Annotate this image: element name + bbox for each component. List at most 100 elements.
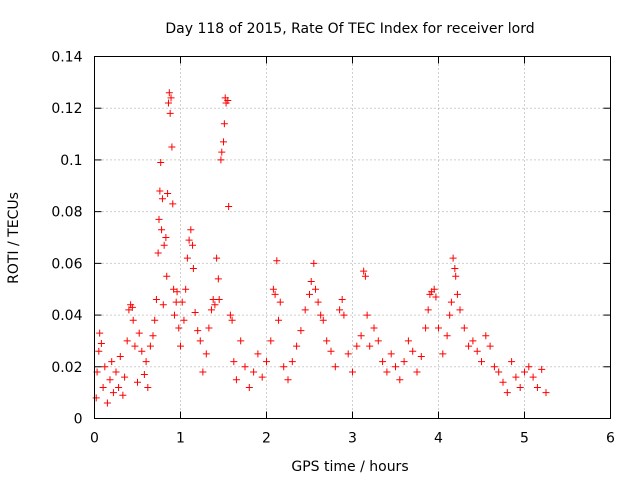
data-point [185,236,193,244]
data-point [187,226,195,234]
data-point [92,394,100,402]
data-point [379,358,387,366]
data-point [338,296,346,304]
data-point [149,332,157,340]
data-point [417,352,425,360]
data-point [131,342,139,350]
data-point [180,316,188,324]
data-point [508,358,516,366]
data-point [349,368,356,376]
y-tick-label: 0.04 [51,308,82,324]
data-point [209,296,217,304]
data-point [254,350,262,358]
data-point [213,254,221,262]
data-point [202,350,210,358]
data-point [160,241,168,249]
data-point [112,368,120,376]
data-point [432,293,440,301]
data-point [280,363,288,371]
data-point [400,358,408,366]
chart-title: Day 118 of 2015, Rate Of TEC Index for r… [165,21,534,37]
x-tick-label: 2 [262,431,271,447]
data-point [245,383,253,391]
data-point [96,329,104,337]
data-point [99,383,107,391]
data-point [121,373,129,381]
data-point [138,347,146,355]
data-point [220,138,227,146]
data-point [319,316,327,324]
data-point [473,347,481,355]
data-point [499,378,507,386]
data-point [404,337,412,345]
data-point [314,298,322,306]
data-point [392,363,399,371]
data-point [182,285,190,293]
data-point [226,311,234,319]
axis-ticks [94,56,611,419]
data-point [269,285,277,293]
data-point [115,383,123,391]
data-point [383,368,391,376]
data-point [331,363,339,371]
y-tick-label: 0 [74,412,83,428]
y-tick-label: 0.12 [51,101,82,117]
x-tick-label: 5 [520,431,529,447]
data-point [173,288,181,296]
data-point [144,383,152,391]
x-tick-label: 3 [348,431,357,447]
data-point [317,311,325,319]
data-point [109,389,117,397]
data-point [241,363,249,371]
data-point [301,306,309,314]
data-point [151,316,159,324]
data-point [183,254,191,262]
data-point [446,311,454,319]
data-point [293,342,301,350]
data-point [172,298,180,306]
data-point [135,329,143,337]
data-point [166,109,174,117]
data-point [344,350,352,358]
data-point [123,337,131,345]
data-point [439,350,447,358]
data-point [189,265,197,273]
data-point [465,342,473,350]
data-point [116,352,124,360]
data-point [521,368,528,376]
data-point [273,257,281,265]
data-point [169,200,177,208]
data-point [460,324,468,332]
data-point [453,290,461,298]
data-point [363,311,371,319]
data-point [211,301,219,309]
x-axis-label: GPS time / hours [291,459,408,475]
data-point [134,378,141,386]
data-point [189,241,197,249]
data-point [191,308,199,316]
data-point [155,215,163,223]
data-point [306,290,313,298]
data-point [478,358,485,366]
data-point [199,368,207,376]
data-point [167,94,175,102]
data-point [128,303,136,311]
data-point [162,234,170,241]
data-point [164,190,172,198]
y-tick-label: 0.1 [60,153,82,169]
data-point [224,96,232,104]
data-points [92,89,550,407]
data-point [225,202,233,210]
data-point [101,363,109,371]
data-point [157,159,165,167]
y-axis-label: ROTI / TECUs [6,192,22,284]
data-point [451,265,459,273]
data-point [103,399,111,407]
data-point [168,143,176,151]
data-point [97,340,105,348]
data-point [164,99,172,107]
data-point [232,376,240,384]
data-point [360,267,368,275]
data-point [170,311,178,319]
